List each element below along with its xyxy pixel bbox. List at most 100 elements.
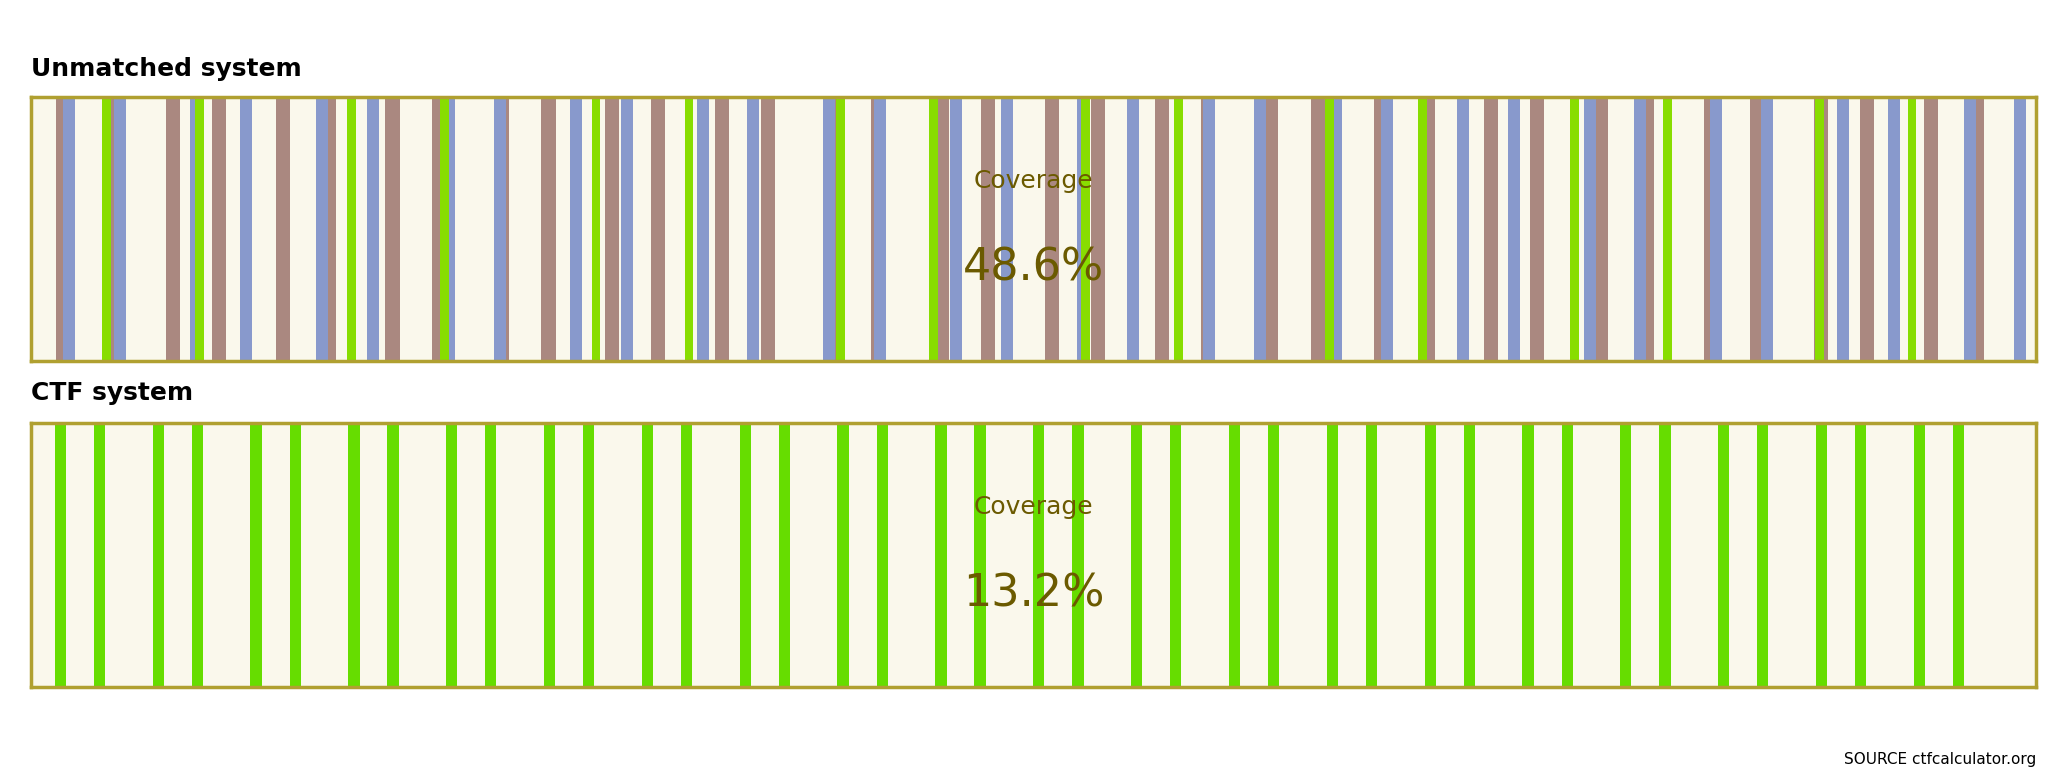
Bar: [934, 97, 949, 361]
Bar: [250, 423, 263, 687]
Bar: [651, 97, 666, 361]
Bar: [1571, 97, 1579, 361]
Bar: [165, 97, 180, 361]
Bar: [190, 97, 203, 361]
Bar: [1751, 97, 1763, 361]
Bar: [101, 97, 116, 361]
Bar: [1664, 97, 1672, 361]
Bar: [368, 97, 378, 361]
Bar: [1709, 97, 1722, 361]
Bar: [103, 97, 112, 361]
Bar: [1761, 97, 1773, 361]
Bar: [446, 423, 457, 687]
Bar: [1718, 423, 1730, 687]
Bar: [1155, 97, 1168, 361]
Bar: [347, 423, 360, 687]
Bar: [1201, 97, 1215, 361]
Bar: [347, 97, 356, 361]
Bar: [1914, 423, 1924, 687]
Bar: [837, 97, 845, 361]
Bar: [1507, 97, 1519, 361]
Bar: [289, 423, 302, 687]
Bar: [583, 423, 595, 687]
Bar: [1044, 97, 1058, 361]
Bar: [1127, 97, 1139, 361]
Bar: [1203, 97, 1215, 361]
Bar: [1000, 97, 1013, 361]
Bar: [1887, 97, 1900, 361]
Bar: [748, 97, 759, 361]
Bar: [1255, 97, 1267, 361]
Bar: [930, 97, 938, 361]
Bar: [1174, 97, 1182, 361]
Bar: [874, 97, 887, 361]
Bar: [1331, 97, 1341, 361]
Bar: [1660, 423, 1670, 687]
Bar: [1561, 423, 1573, 687]
Bar: [1131, 423, 1143, 687]
Bar: [643, 423, 653, 687]
Bar: [936, 423, 947, 687]
Bar: [1457, 97, 1470, 361]
Text: Coverage: Coverage: [974, 169, 1093, 193]
Bar: [2015, 97, 2026, 361]
Bar: [591, 97, 599, 361]
Bar: [1077, 97, 1089, 361]
Bar: [1970, 97, 1984, 361]
Text: Coverage: Coverage: [974, 495, 1093, 519]
Bar: [153, 423, 163, 687]
Bar: [974, 423, 986, 687]
Bar: [1034, 423, 1044, 687]
Bar: [54, 423, 66, 687]
Bar: [1484, 97, 1499, 361]
Bar: [1230, 423, 1240, 687]
Bar: [1757, 423, 1769, 687]
Bar: [1703, 97, 1718, 361]
Bar: [1523, 423, 1534, 687]
Bar: [494, 97, 506, 361]
Bar: [1310, 97, 1325, 361]
Bar: [951, 97, 961, 361]
Bar: [1073, 423, 1083, 687]
Bar: [1325, 97, 1335, 361]
Text: 13.2%: 13.2%: [963, 573, 1104, 616]
Bar: [1530, 97, 1544, 361]
Bar: [387, 423, 399, 687]
Bar: [1964, 97, 1976, 361]
Bar: [982, 97, 994, 361]
Bar: [240, 97, 252, 361]
Bar: [620, 97, 633, 361]
Bar: [1170, 423, 1182, 687]
Bar: [1621, 423, 1631, 687]
Bar: [1635, 97, 1645, 361]
Bar: [275, 97, 289, 361]
Bar: [1583, 97, 1596, 361]
Bar: [1860, 97, 1875, 361]
Bar: [544, 423, 556, 687]
Bar: [697, 97, 709, 361]
Bar: [1908, 97, 1916, 361]
Bar: [1815, 97, 1823, 361]
Bar: [1817, 423, 1827, 687]
Bar: [606, 97, 620, 361]
Bar: [1420, 97, 1434, 361]
Bar: [62, 97, 74, 361]
Bar: [56, 97, 70, 361]
Bar: [114, 97, 126, 361]
Bar: [1924, 97, 1937, 361]
Bar: [779, 423, 790, 687]
Bar: [196, 97, 205, 361]
Bar: [496, 97, 508, 361]
Bar: [1854, 423, 1867, 687]
Bar: [542, 97, 556, 361]
Bar: [1953, 423, 1964, 687]
Bar: [1381, 97, 1393, 361]
Bar: [1375, 97, 1389, 361]
Bar: [442, 97, 455, 361]
Bar: [1091, 97, 1106, 361]
Bar: [1463, 423, 1476, 687]
Bar: [761, 97, 775, 361]
Bar: [1267, 423, 1279, 687]
Bar: [740, 423, 750, 687]
Bar: [870, 97, 885, 361]
